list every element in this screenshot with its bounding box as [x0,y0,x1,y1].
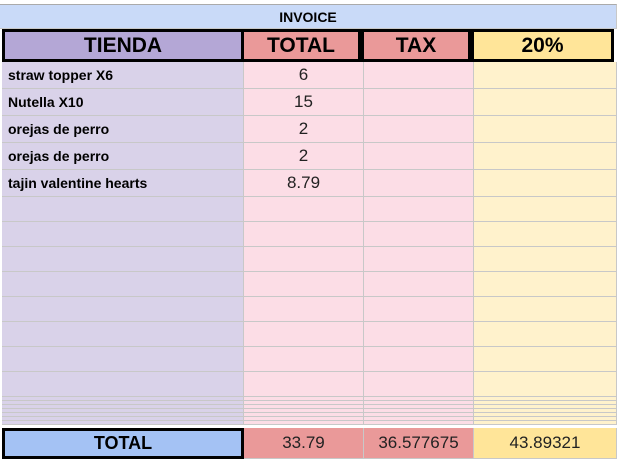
empty-cell [244,297,364,322]
empty-cell [364,247,474,272]
empty-cell [364,197,474,222]
empty-cell [474,170,617,197]
empty-cell [364,372,474,397]
column-header: 20% [471,29,614,62]
empty-cell [364,322,474,347]
empty-cell [244,272,364,297]
empty-cell [474,222,617,247]
empty-cell [364,347,474,372]
empty-cell [474,421,617,425]
empty-cell [364,222,474,247]
empty-cell [2,417,244,421]
empty-cell [2,322,244,347]
empty-cell [2,397,244,401]
empty-cell [2,405,244,409]
empty-cell [244,409,364,413]
column-header: TAX [361,29,471,62]
empty-cell [2,409,244,413]
empty-cell [244,413,364,417]
pct-sum: 43.89321 [474,428,617,459]
item-cell: Nutella X10 [2,89,244,116]
empty-cell [364,62,474,89]
empty-cell [474,372,617,397]
total-label: TOTAL [2,428,244,459]
empty-cell [2,247,244,272]
empty-cell [244,397,364,401]
empty-cell [2,297,244,322]
empty-cell [364,413,474,417]
empty-cell [244,222,364,247]
empty-cell [244,197,364,222]
item-cell: straw topper X6 [2,62,244,89]
empty-cell [2,272,244,297]
empty-cell [244,417,364,421]
empty-cell [474,116,617,143]
empty-cell [244,372,364,397]
empty-cell [364,401,474,405]
empty-cell [364,170,474,197]
empty-cell [474,247,617,272]
empty-cell [2,222,244,247]
empty-cell [2,197,244,222]
empty-cell [474,62,617,89]
empty-cell [364,417,474,421]
empty-cell [2,347,244,372]
empty-cell [244,401,364,405]
empty-cell [244,322,364,347]
empty-cell [364,272,474,297]
empty-cell [474,322,617,347]
total-cell: 8.79 [244,170,364,197]
tax-sum: 36.577675 [364,428,474,459]
empty-cell [364,409,474,413]
empty-cell [364,397,474,401]
empty-cell [2,372,244,397]
item-cell: orejas de perro [2,143,244,170]
empty-cell [244,421,364,425]
empty-cell [474,297,617,322]
column-header: TIENDA [2,29,244,62]
empty-cell [364,297,474,322]
empty-cell [364,116,474,143]
empty-cell [364,143,474,170]
empty-cell [244,247,364,272]
empty-cell [244,347,364,372]
item-cell: tajin valentine hearts [2,170,244,197]
total-cell: 2 [244,116,364,143]
total-cell: 2 [244,143,364,170]
item-cell: orejas de perro [2,116,244,143]
empty-cell [2,401,244,405]
empty-cell [474,347,617,372]
empty-cell [364,89,474,116]
total-sum: 33.79 [244,428,364,459]
empty-cell [2,421,244,425]
empty-cell [474,143,617,170]
empty-cell [364,421,474,425]
total-cell: 15 [244,89,364,116]
empty-cell [474,197,617,222]
total-cell: 6 [244,62,364,89]
column-header: TOTAL [241,29,361,62]
empty-cell [474,272,617,297]
empty-cell [364,405,474,409]
invoice-title: INVOICE [0,4,617,29]
empty-cell [474,89,617,116]
empty-cell [2,413,244,417]
empty-cell [244,405,364,409]
